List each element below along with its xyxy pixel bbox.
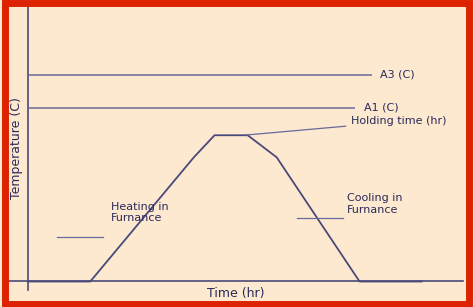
Text: Heating in
Furnance: Heating in Furnance [111,202,169,223]
X-axis label: Time (hr): Time (hr) [207,287,264,300]
Y-axis label: Temperature (C): Temperature (C) [9,97,23,199]
Text: Cooling in
Furnance: Cooling in Furnance [347,193,402,215]
Text: A3 (C): A3 (C) [380,70,415,80]
Text: Holding time (hr): Holding time (hr) [246,116,447,135]
Text: A1 (C): A1 (C) [364,103,398,113]
